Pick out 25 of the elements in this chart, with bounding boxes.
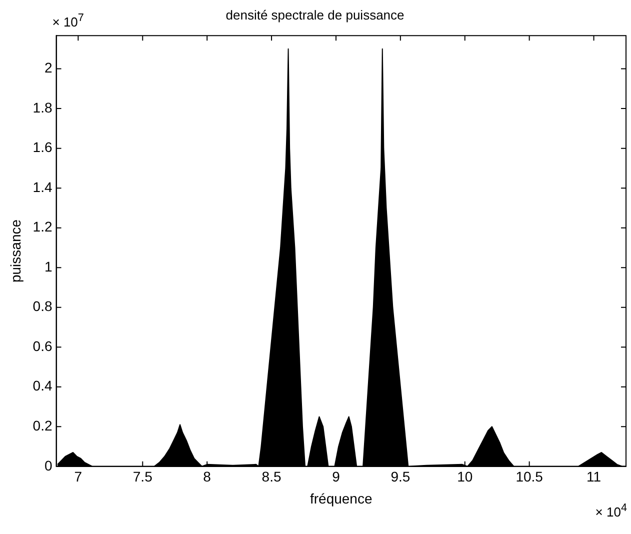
- x-tick-label: 7.5: [132, 468, 153, 485]
- x-axis-title: fréquence: [310, 490, 372, 506]
- x-tick-label: 10.5: [516, 468, 544, 485]
- y-tick-label: 0.8: [32, 298, 52, 314]
- y-tick-label: 1: [44, 258, 52, 274]
- text: × 10$^{4}$: [595, 502, 627, 520]
- y-tick-label: 2: [44, 60, 52, 76]
- y-tick-label: 1.8: [32, 99, 52, 116]
- text: × 10$^{7}$: [52, 12, 84, 29]
- x-tick-label: 8: [203, 468, 212, 485]
- y-tick-label: 0.4: [32, 378, 52, 394]
- x-tick-label: 8.5: [262, 468, 282, 485]
- x-tick-label: 7: [74, 468, 82, 485]
- y-axis-title: puissance: [7, 219, 24, 283]
- chart-title: densité spectrale de puissance: [226, 7, 404, 22]
- y-tick-label: 1.6: [32, 139, 52, 156]
- y-tick-label: 0.6: [32, 338, 52, 354]
- x-tick-label: 9.5: [390, 468, 410, 485]
- y-tick-label: 1.2: [32, 218, 52, 235]
- x-tick-label: 9: [332, 468, 340, 485]
- y-tick-label: 0.2: [32, 418, 52, 434]
- y-tick-label: 1.4: [32, 178, 52, 195]
- y-tick-label: 0: [44, 457, 52, 474]
- x-tick-label: 11: [586, 468, 602, 485]
- x-tick-label: 10: [457, 468, 473, 485]
